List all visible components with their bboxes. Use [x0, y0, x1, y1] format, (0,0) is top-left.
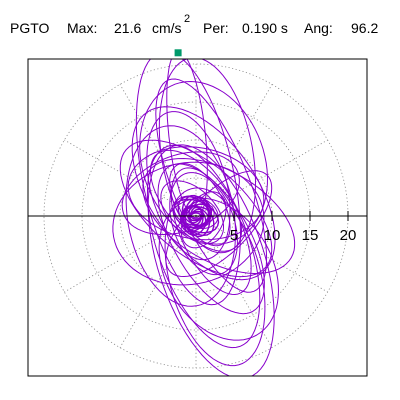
max-label: Max: [67, 20, 98, 36]
trace-loop [157, 163, 265, 315]
trace-loop [158, 197, 280, 341]
grid-spoke [64, 215, 197, 293]
x-tick-label: 5 [230, 227, 238, 244]
trace-loop [139, 80, 269, 245]
trace-loop [121, 151, 240, 236]
x-tick-label: 15 [302, 227, 319, 244]
grid-spoke [195, 215, 328, 293]
core-loop [177, 195, 215, 237]
trace-loop [146, 144, 261, 349]
trace-loop [155, 78, 268, 293]
chart-header: PGTO Max: 21.6 cm/s 2 Per: 0.190 s Ang: … [10, 13, 396, 40]
trace-loop [160, 180, 224, 244]
max-unit-exponent: 2 [184, 13, 191, 25]
trace-loop [170, 167, 252, 296]
max-value: 21.6 [114, 20, 142, 36]
peak-loop [166, 59, 208, 219]
angle-value: 96.2 [351, 20, 379, 36]
x-tick-label: 20 [340, 227, 357, 244]
trace-layer [112, 59, 296, 376]
max-unit: cm/s [152, 20, 182, 36]
trace-loop [165, 170, 273, 278]
trace-loop [127, 146, 265, 241]
period-value: 0.190 s [242, 20, 288, 36]
trace-loop [112, 161, 265, 286]
grid-spoke [195, 139, 328, 217]
period-label: Per: [203, 20, 229, 36]
radial-axis: 5 10 15 20 [28, 211, 367, 244]
trace-loop [164, 187, 266, 367]
trace-loop [135, 59, 242, 306]
plot-frame [27, 58, 368, 377]
grid-spoke [119, 84, 197, 217]
station-code: PGTO [10, 20, 50, 36]
peak-marker-layer [174, 49, 182, 57]
core-loop [172, 198, 220, 234]
trace-loop [169, 162, 231, 247]
trace-loop [142, 157, 296, 275]
peak-marker [174, 49, 182, 57]
trace-loop [158, 59, 257, 254]
grid-spoke [195, 84, 273, 217]
trace-loop [125, 125, 237, 307]
x-tick-label: 10 [264, 227, 281, 244]
trace-loop [147, 144, 275, 376]
angle-label: Ang: [304, 20, 333, 36]
